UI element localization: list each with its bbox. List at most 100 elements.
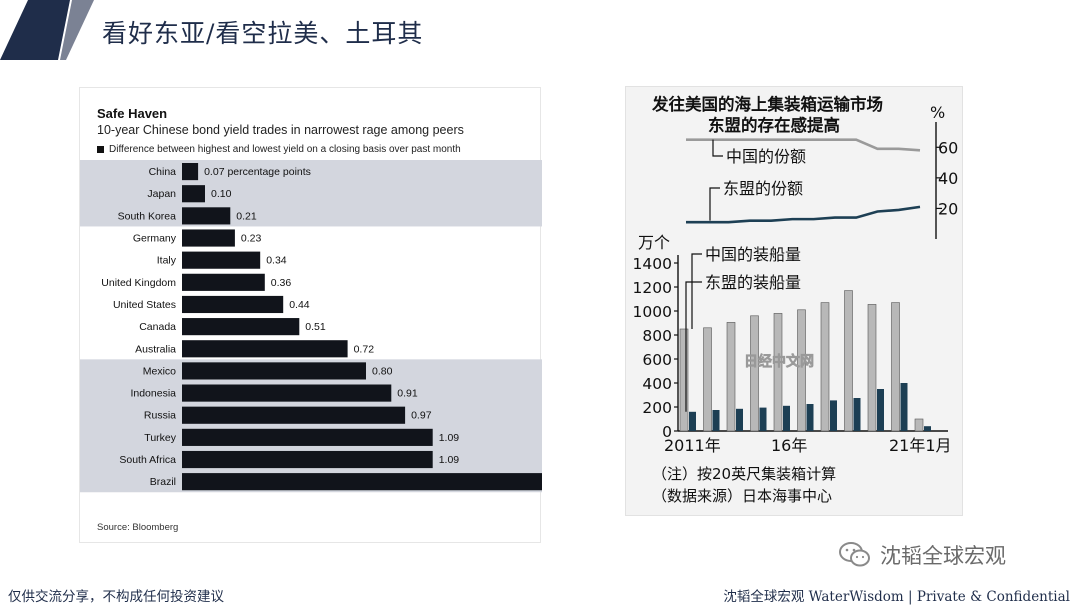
wechat-icon <box>839 542 870 567</box>
series-leader-line <box>709 187 720 221</box>
value-label: 0.10 <box>211 188 232 200</box>
bar-y-unit: 万个 <box>638 233 670 252</box>
highlight-band <box>80 160 542 227</box>
bar-y-tick-label: 800 <box>642 327 672 345</box>
category-label: South Africa <box>119 454 176 466</box>
china-shipments-bar <box>844 290 853 432</box>
bar <box>182 384 392 402</box>
asean-shipments-bar <box>830 400 837 431</box>
footer-disclaimer: 仅供交流分享，不构成任何投资建议 <box>8 589 224 605</box>
bar <box>182 185 205 203</box>
bar-x-tick-label: 16年 <box>771 436 807 455</box>
line-y-tick-label: 40 <box>938 169 958 188</box>
yield-range-bar-chart: China 0.07 percentage points Japan 0.10 Sout… <box>80 160 542 493</box>
legend-swatch <box>97 146 104 153</box>
bar-y-tick-label: 400 <box>642 375 672 393</box>
bar <box>182 340 348 358</box>
bar <box>182 406 406 424</box>
nikkei-watermark: 日经中文网 <box>744 353 814 370</box>
bar-y-tick-label: 1200 <box>633 279 672 297</box>
china-shipments-bar <box>820 302 830 432</box>
bar <box>182 295 284 314</box>
brand-logo <box>0 0 110 60</box>
category-label: Italy <box>157 255 177 267</box>
slide-title: 看好东亚/看空拉美、土耳其 <box>102 19 424 48</box>
line-y-tick-label: 60 <box>938 138 958 157</box>
wechat-watermark: 沈韬全球宏观 <box>838 540 1006 570</box>
nk-chart-source: （数据来源）日本海事中心 <box>652 487 833 505</box>
asean-shipments-bar <box>783 405 790 431</box>
category-label: Japan <box>147 188 176 200</box>
asean-shipments-bar <box>736 408 743 431</box>
value-label: 0.36 <box>271 277 292 289</box>
value-label: 0.72 <box>354 343 375 355</box>
footer-brand: 沈韬全球宏观 WaterWisdom | Private & Confident… <box>723 589 1070 605</box>
value-label: 0.97 <box>411 410 432 422</box>
bar <box>182 428 433 446</box>
line-series-label: 中国的份额 <box>726 147 806 166</box>
china-shipments-bar <box>773 313 783 432</box>
nk-chart-title: 发往美国的海上集装箱运输市场 <box>652 95 883 114</box>
bar <box>182 362 366 380</box>
bar <box>182 207 231 225</box>
asean-share-line <box>686 205 921 224</box>
bar <box>182 229 235 247</box>
category-label: Indonesia <box>130 388 176 400</box>
chart-legend: Difference between highest and lowest yi… <box>97 144 461 155</box>
category-label: Australia <box>135 343 176 355</box>
category-label: United States <box>113 299 176 311</box>
china-shipments-bar <box>867 304 877 432</box>
wechat-account-name: 沈韬全球宏观 <box>880 544 1006 568</box>
value-label: 0.07 percentage points <box>204 166 311 178</box>
chart-subtitle: 10-year Chinese bond yield trades in nar… <box>97 123 464 137</box>
value-label: 1.09 <box>439 454 460 466</box>
highlight-band <box>80 359 542 493</box>
bar-y-tick-label: 1400 <box>633 255 672 273</box>
china-shipments-bar <box>750 315 759 432</box>
legend-label: Difference between highest and lowest yi… <box>109 144 461 155</box>
asean-shipments-bar <box>712 410 720 431</box>
line-y-tick-label: 20 <box>938 199 958 218</box>
asean-shipments-bar <box>759 407 767 431</box>
bar-series-leader-line <box>691 253 702 329</box>
nk-chart-note: （注）按20英尺集装箱计算 <box>652 465 837 483</box>
china-share-line <box>686 138 921 152</box>
category-label: Brazil <box>150 476 176 488</box>
value-label: 0.23 <box>241 233 262 245</box>
china-shipments-bar <box>726 322 736 432</box>
bar-x-tick-label: 2011年 <box>664 436 721 455</box>
china-shipments-bar <box>891 302 900 432</box>
bar-series-label: 东盟的装船量 <box>705 273 801 292</box>
asean-shipments-bar <box>900 383 908 431</box>
value-label: 0.21 <box>236 210 257 222</box>
series-leader-line <box>712 139 723 157</box>
bar <box>182 251 261 269</box>
bar-y-tick-label: 200 <box>642 399 672 417</box>
bar <box>182 318 300 336</box>
china-shipments-bar <box>797 309 806 432</box>
value-label: 0.91 <box>397 388 418 400</box>
chart-source: Source: Bloomberg <box>97 522 179 533</box>
value-label: 0.44 <box>289 299 310 311</box>
bar <box>182 273 265 291</box>
category-label: China <box>149 166 177 178</box>
bar-series-leader-line <box>685 281 702 412</box>
bar <box>182 450 433 469</box>
category-label: United Kingdom <box>101 277 176 289</box>
bar <box>182 473 542 491</box>
value-label: 0.80 <box>372 365 393 377</box>
bar-y-tick-label: 600 <box>642 351 672 369</box>
china-shipments-bar <box>914 418 924 432</box>
asean-shipments-bar <box>689 411 696 431</box>
asean-shipments-bar <box>877 389 884 431</box>
nk-chart-subtitle: 东盟的存在感提高 <box>708 116 840 135</box>
category-label: Mexico <box>143 365 176 377</box>
category-label: South Korea <box>118 210 177 222</box>
asean-shipments-bar <box>853 398 861 431</box>
asean-shipments-bar <box>806 404 814 431</box>
line-y-unit: % <box>930 103 945 122</box>
category-label: Germany <box>133 233 177 245</box>
bar-y-tick-label: 1000 <box>633 303 672 321</box>
category-label: Turkey <box>144 432 176 444</box>
